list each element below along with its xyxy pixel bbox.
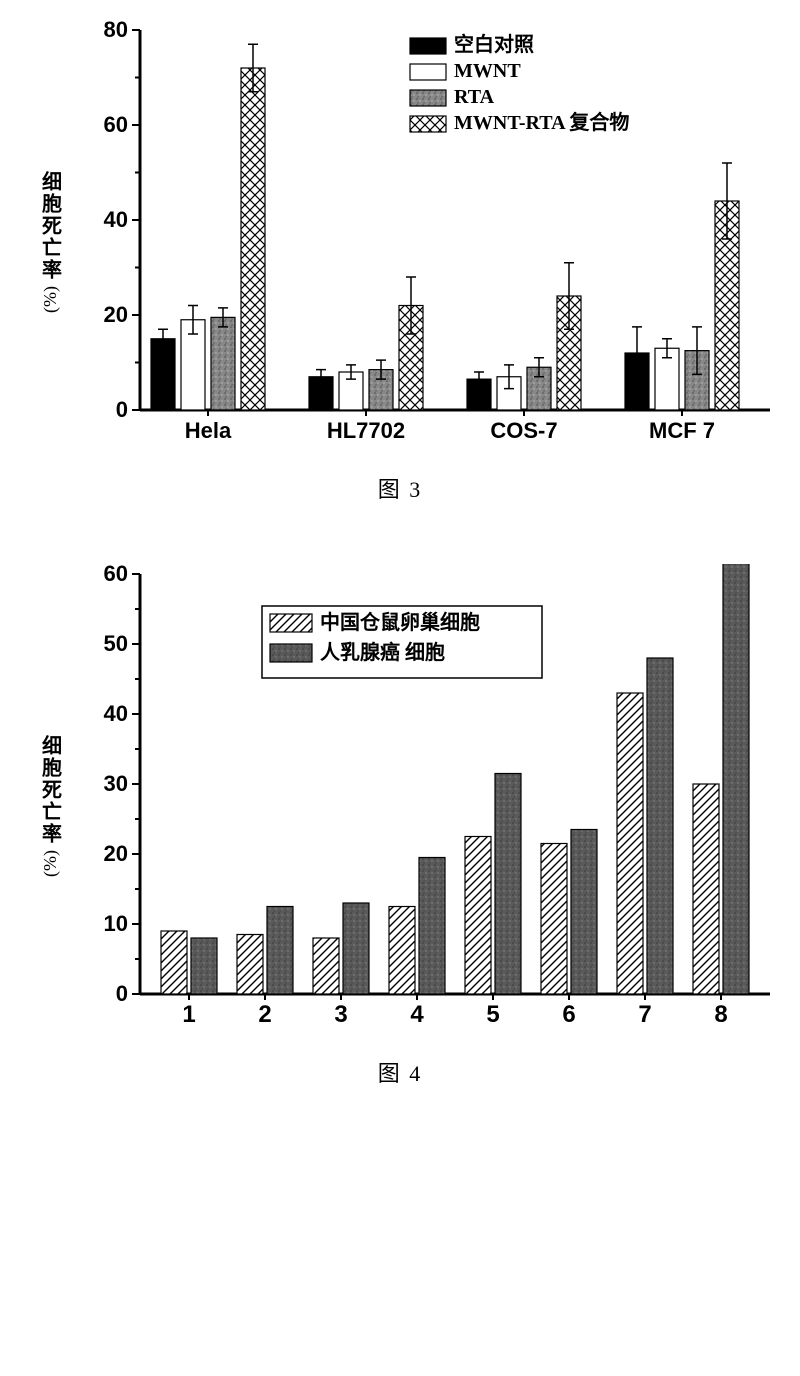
svg-text:4: 4 [410,1001,424,1028]
svg-text:60: 60 [104,112,128,137]
svg-text:MWNT: MWNT [454,60,521,82]
svg-text:50: 50 [104,631,128,656]
chart3-ylabel: 细胞死亡率 [36,171,65,281]
chart3-row: 细胞死亡率 (%) 0 20 40 60 80 Hela HL7702 COS-7 MCF 7 空… [20,20,780,460]
svg-text:40: 40 [104,207,128,232]
chart3-ylabel-col: 细胞死亡率 (%) [20,171,80,310]
svg-text:MCF 7: MCF 7 [649,418,715,443]
svg-text:3: 3 [334,1001,347,1028]
chart4-row: 细胞死亡率 (%) 0 10 20 30 40 50 60 1 2 3 4 5 6 7 8 中国仓鼠卵巢细胞人… [20,564,780,1044]
svg-text:2: 2 [258,1001,271,1028]
chart4-svg: 0 10 20 30 40 50 60 1 2 3 4 5 6 7 8 中国仓鼠卵巢细胞人乳腺癌 细胞 [80,564,780,1044]
svg-text:80: 80 [104,20,128,42]
chart3-svg: 0 20 40 60 80 Hela HL7702 COS-7 MCF 7 空白对照 MWNT RTA… [80,20,780,460]
svg-text:Hela: Hela [185,418,232,443]
svg-text:6: 6 [562,1001,575,1028]
svg-text:40: 40 [104,701,128,726]
svg-text:HL7702: HL7702 [327,418,405,443]
svg-text:MWNT-RTA 复合物: MWNT-RTA 复合物 [454,110,629,134]
svg-text:60: 60 [104,564,128,586]
svg-text:5: 5 [486,1001,499,1028]
chart4-ylabel-col: 细胞死亡率 (%) [20,735,80,874]
chart3-ylabel-unit: (%) [39,286,60,313]
chart4-ylabel: 细胞死亡率 [36,735,65,845]
svg-text:RTA: RTA [454,86,495,108]
svg-text:20: 20 [104,302,128,327]
figure-4: 细胞死亡率 (%) 0 10 20 30 40 50 60 1 2 3 4 5 6 7 8 中国仓鼠卵巢细胞人… [20,564,780,1088]
svg-text:0: 0 [116,397,128,422]
svg-text:10: 10 [104,911,128,936]
figure-3: 细胞死亡率 (%) 0 20 40 60 80 Hela HL7702 COS-7 MCF 7 空… [20,20,780,504]
chart4-ylabel-unit: (%) [39,850,60,877]
svg-text:7: 7 [638,1001,651,1028]
svg-text:COS-7: COS-7 [490,418,557,443]
svg-text:人乳腺癌 细胞: 人乳腺癌 细胞 [320,640,445,664]
svg-text:30: 30 [104,771,128,796]
figure4-caption: 图 4 [20,1056,780,1088]
svg-text:1: 1 [182,1001,195,1028]
svg-text:0: 0 [116,981,128,1006]
figure3-caption: 图 3 [20,472,780,504]
svg-text:中国仓鼠卵巢细胞: 中国仓鼠卵巢细胞 [320,610,480,634]
svg-text:空白对照: 空白对照 [454,32,534,56]
svg-text:8: 8 [714,1001,727,1028]
svg-text:20: 20 [104,841,128,866]
